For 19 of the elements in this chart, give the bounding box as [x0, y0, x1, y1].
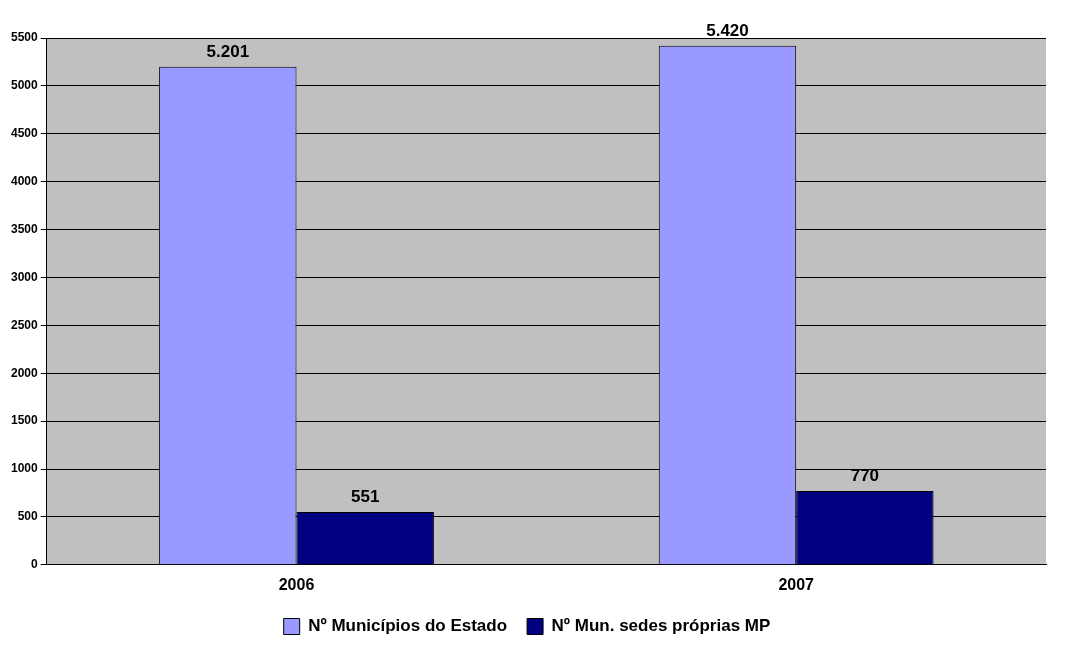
y-tick-label: 4500: [10, 126, 39, 141]
data-label: 5.201: [206, 41, 250, 61]
y-tick-label: 0: [31, 557, 39, 572]
data-label: 5.420: [706, 20, 749, 40]
x-tick-label: 2006: [278, 575, 315, 593]
y-tick-label: 2500: [10, 317, 39, 332]
y-tick-label: 3000: [10, 269, 39, 284]
legend-label: Nº Municípios do Estado: [308, 616, 508, 636]
y-tick-label: 1000: [10, 461, 39, 476]
y-tick-label: 500: [17, 509, 39, 524]
y-tick-label: 5000: [10, 78, 39, 93]
legend-label: Nº Mun. sedes próprias MP: [551, 616, 771, 636]
y-tick-label: 5500: [10, 30, 39, 45]
y-tick-label: 1500: [10, 413, 39, 428]
data-label: 551: [351, 487, 380, 507]
y-tick-label: 2000: [10, 365, 39, 380]
x-tick-label: 2007: [778, 575, 815, 593]
y-tick-label: 3500: [10, 221, 39, 236]
y-tick-label: 4000: [10, 173, 39, 188]
